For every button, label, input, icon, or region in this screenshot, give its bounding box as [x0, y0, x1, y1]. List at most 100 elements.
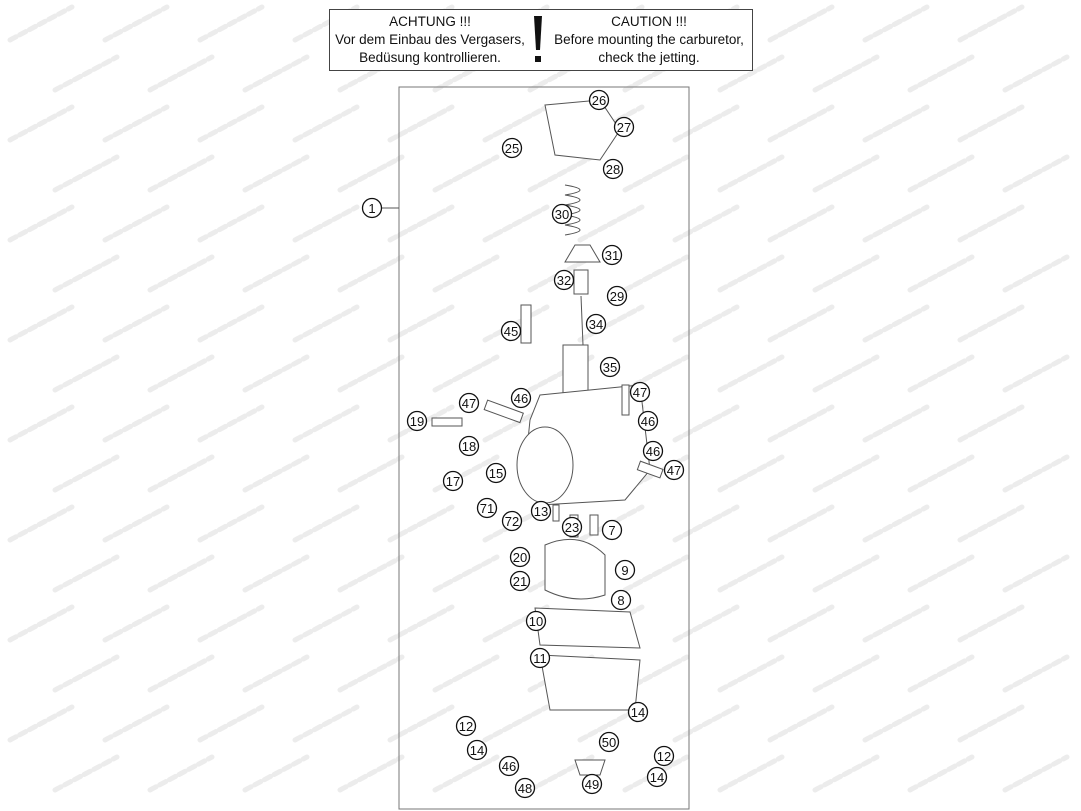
- callout-number: 26: [592, 93, 606, 108]
- callout-8: 8: [610, 589, 632, 611]
- callout-number: 14: [650, 770, 664, 785]
- part-outline: [520, 304, 532, 344]
- part-outline: [431, 417, 463, 427]
- callout-21: 21: [509, 570, 531, 592]
- callout-number: 21: [513, 574, 527, 589]
- exclamation-icon: [533, 16, 543, 64]
- callout-circle: [614, 559, 636, 581]
- assembly-frame: [398, 86, 690, 810]
- callout-circle: [663, 459, 685, 481]
- callout-46: 46: [510, 387, 532, 409]
- german-line-1: Vor dem Einbau des Vergasers,: [335, 32, 525, 47]
- callout-46: 46: [498, 755, 520, 777]
- callout-32: 32: [553, 269, 575, 291]
- callout-circle: [406, 410, 428, 432]
- callout-14: 14: [466, 739, 488, 761]
- callout-circle: [602, 158, 624, 180]
- callout-number: 29: [610, 289, 624, 304]
- callout-circle: [561, 516, 583, 538]
- callout-circle: [458, 435, 480, 457]
- callout-number: 46: [646, 444, 660, 459]
- callout-circle: [476, 497, 498, 519]
- callout-34: 34: [585, 313, 607, 335]
- callout-35: 35: [599, 356, 621, 378]
- part-outline: [573, 269, 589, 295]
- part-outline: [580, 295, 584, 346]
- callout-number: 71: [480, 501, 494, 516]
- callout-12: 12: [455, 715, 477, 737]
- english-warning: CAUTION !!! Before mounting the carburet…: [546, 13, 752, 67]
- callout-circle: [509, 570, 531, 592]
- callout-circle: [458, 392, 480, 414]
- callout-circle: [627, 701, 649, 723]
- part-outline: [544, 99, 621, 161]
- callout-circle: [510, 387, 532, 409]
- callout-28: 28: [602, 158, 624, 180]
- callout-number: 32: [557, 273, 571, 288]
- callout-number: 1: [368, 201, 375, 216]
- callout-19: 19: [406, 410, 428, 432]
- english-line-1: Before mounting the carburetor,: [554, 32, 744, 47]
- callout-31: 31: [601, 244, 623, 266]
- callout-circle: [601, 519, 623, 541]
- callout-circle: [606, 285, 628, 307]
- callout-number: 11: [533, 651, 547, 666]
- callout-circle: [610, 589, 632, 611]
- carburetor-parts: [431, 99, 664, 776]
- callout-number: 48: [518, 781, 532, 796]
- part-outline: [564, 184, 581, 236]
- callout-circle: [501, 137, 523, 159]
- callout-circle: [599, 356, 621, 378]
- callout-14: 14: [627, 701, 649, 723]
- callout-15: 15: [485, 462, 507, 484]
- callout-18: 18: [458, 435, 480, 457]
- callout-number: 35: [603, 360, 617, 375]
- callout-30: 30: [551, 203, 573, 225]
- callout-number: 47: [667, 463, 681, 478]
- callout-17: 17: [442, 470, 464, 492]
- callout-circle: [551, 203, 573, 225]
- callout-number: 30: [555, 207, 569, 222]
- callout-circle: [500, 320, 522, 342]
- callout-circle: [530, 500, 552, 522]
- callout-number: 7: [608, 523, 615, 538]
- callout-circle: [442, 470, 464, 492]
- callout-circle: [514, 777, 536, 799]
- callout-10: 10: [525, 610, 547, 632]
- callout-25: 25: [501, 137, 523, 159]
- callout-circle: [455, 715, 477, 737]
- callout-number: 23: [565, 520, 579, 535]
- callout-46: 46: [637, 410, 659, 432]
- callout-23: 23: [561, 516, 583, 538]
- callout-29: 29: [606, 285, 628, 307]
- part-outline: [539, 654, 641, 711]
- english-title: CAUTION !!!: [611, 14, 687, 29]
- callout-number: 15: [489, 466, 503, 481]
- callout-50: 50: [598, 731, 620, 753]
- callout-number: 31: [605, 248, 619, 263]
- callout-number: 13: [534, 504, 548, 519]
- callout-number: 14: [470, 743, 484, 758]
- callout-13: 13: [530, 500, 552, 522]
- callout-circle: [361, 197, 383, 219]
- part-outline: [621, 384, 630, 416]
- callout-number: 45: [504, 324, 518, 339]
- callout-26: 26: [588, 89, 610, 111]
- callout-49: 49: [581, 773, 603, 795]
- callout-number: 49: [585, 777, 599, 792]
- callout-number: 46: [502, 759, 516, 774]
- callout-circle: [498, 755, 520, 777]
- callout-48: 48: [514, 777, 536, 799]
- callout-number: 12: [657, 749, 671, 764]
- jetting-warning-notice: ACHTUNG !!! Vor dem Einbau des Vergasers…: [329, 9, 753, 71]
- callout-number: 20: [513, 550, 527, 565]
- callout-circle: [553, 269, 575, 291]
- callout-circle: [485, 462, 507, 484]
- callout-number: 17: [446, 474, 460, 489]
- callout-circle: [629, 381, 651, 403]
- callout-circle: [588, 89, 610, 111]
- callout-circle: [581, 773, 603, 795]
- callout-circle: [646, 766, 668, 788]
